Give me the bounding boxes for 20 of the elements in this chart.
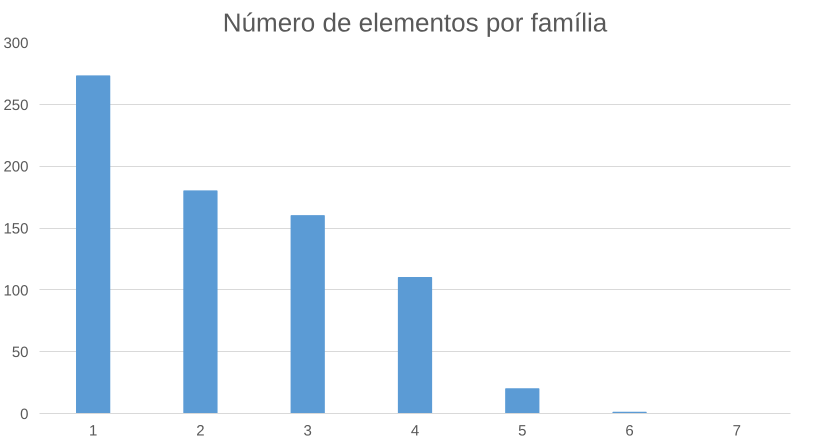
chart-title: Número de elementos por família bbox=[222, 8, 608, 38]
bar bbox=[76, 75, 110, 414]
bar bbox=[183, 190, 218, 414]
bar bbox=[398, 276, 432, 414]
y-tick-label: 0 bbox=[20, 406, 28, 423]
x-tick-label: 1 bbox=[88, 422, 98, 440]
y-tick-label: 200 bbox=[3, 158, 29, 176]
x-tick-label: 7 bbox=[732, 422, 742, 440]
x-tick-label: 4 bbox=[410, 422, 420, 440]
y-tick-label: 100 bbox=[3, 282, 29, 300]
x-tick-label: 2 bbox=[196, 422, 205, 440]
y-tick-label: 150 bbox=[3, 220, 29, 238]
x-tick-label: 6 bbox=[625, 422, 634, 440]
bar bbox=[290, 215, 325, 414]
y-tick-label: 300 bbox=[3, 35, 29, 52]
y-tick-label: 50 bbox=[12, 344, 29, 362]
x-tick-label: 3 bbox=[304, 422, 312, 440]
bar bbox=[505, 388, 540, 414]
x-tick-label: 5 bbox=[518, 422, 526, 440]
y-tick-label: 250 bbox=[3, 96, 29, 114]
